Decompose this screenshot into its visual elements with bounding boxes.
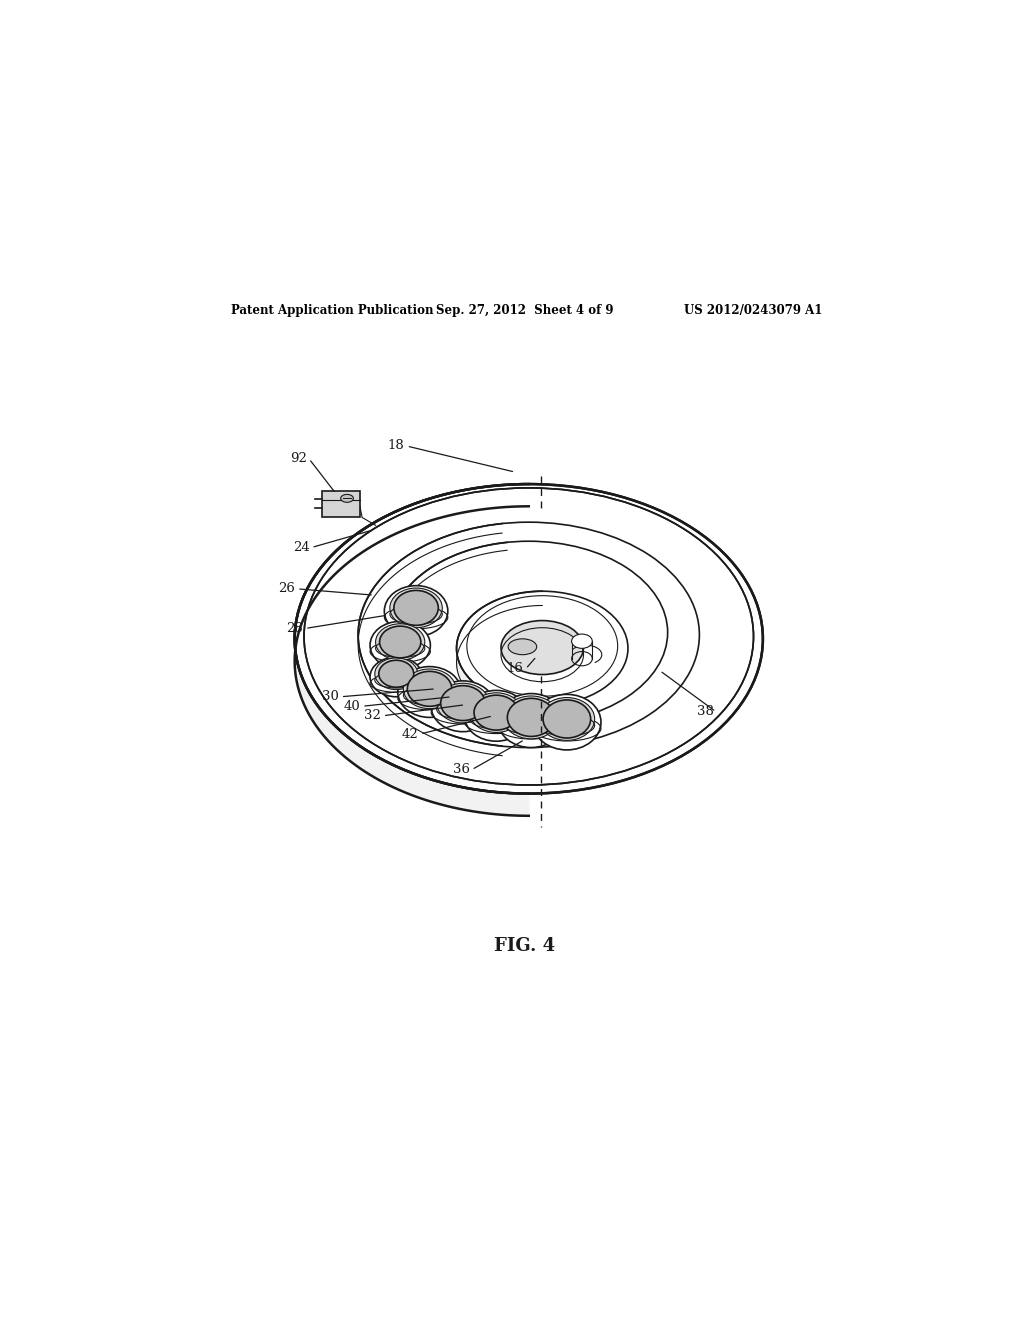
Ellipse shape: [474, 696, 518, 730]
Text: FIG. 4: FIG. 4: [495, 937, 555, 954]
Text: 40: 40: [343, 700, 360, 713]
Ellipse shape: [341, 495, 353, 503]
Text: 24: 24: [293, 541, 309, 554]
Polygon shape: [295, 484, 528, 816]
Ellipse shape: [431, 681, 495, 731]
Text: 28: 28: [287, 622, 303, 635]
Ellipse shape: [380, 626, 421, 657]
Polygon shape: [457, 591, 543, 719]
Ellipse shape: [465, 690, 528, 742]
Text: 42: 42: [401, 727, 418, 741]
Ellipse shape: [436, 684, 489, 723]
Text: 26: 26: [279, 582, 295, 595]
Ellipse shape: [501, 620, 584, 675]
Text: 18: 18: [388, 440, 404, 453]
Text: 32: 32: [364, 709, 381, 722]
Ellipse shape: [370, 622, 430, 669]
Polygon shape: [358, 524, 502, 755]
Ellipse shape: [384, 586, 447, 636]
Ellipse shape: [376, 624, 425, 660]
Text: 30: 30: [322, 690, 339, 704]
Ellipse shape: [295, 484, 763, 793]
Ellipse shape: [379, 660, 414, 688]
Ellipse shape: [543, 700, 591, 738]
Ellipse shape: [539, 697, 595, 741]
Ellipse shape: [390, 587, 442, 628]
Text: US 2012/0243079 A1: US 2012/0243079 A1: [684, 304, 822, 317]
Ellipse shape: [532, 694, 601, 750]
Ellipse shape: [457, 591, 628, 705]
Text: 16: 16: [507, 663, 523, 676]
Ellipse shape: [375, 657, 418, 689]
Ellipse shape: [507, 698, 555, 737]
Text: 36: 36: [453, 763, 470, 776]
Ellipse shape: [440, 685, 485, 721]
Ellipse shape: [508, 639, 537, 655]
Ellipse shape: [408, 672, 452, 706]
FancyBboxPatch shape: [322, 491, 359, 516]
Polygon shape: [390, 543, 507, 730]
Ellipse shape: [394, 590, 438, 626]
Text: 38: 38: [697, 705, 714, 718]
Ellipse shape: [397, 667, 462, 717]
Ellipse shape: [498, 693, 564, 747]
Ellipse shape: [370, 657, 423, 697]
Text: Patent Application Publication: Patent Application Publication: [231, 304, 434, 317]
Ellipse shape: [504, 696, 559, 739]
Ellipse shape: [571, 634, 592, 648]
Ellipse shape: [470, 693, 522, 733]
Text: Sep. 27, 2012  Sheet 4 of 9: Sep. 27, 2012 Sheet 4 of 9: [436, 304, 613, 317]
Text: 92: 92: [290, 453, 307, 465]
Ellipse shape: [403, 669, 456, 709]
